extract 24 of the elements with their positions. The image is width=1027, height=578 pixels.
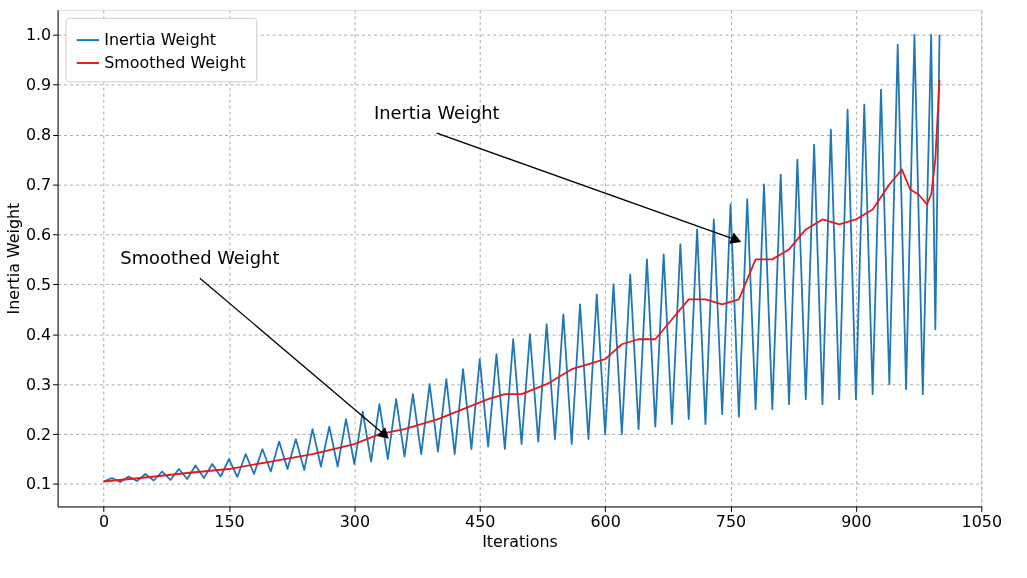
y-tick-label: 0.5: [25, 274, 52, 294]
y-axis-title: Inertia Weight: [3, 202, 23, 315]
y-tick-label: 0.6: [25, 224, 52, 244]
y-tick-label: 0.3: [25, 374, 52, 394]
x-axis-title: Iterations: [482, 531, 558, 551]
x-tick-label: 300: [339, 511, 371, 531]
y-tick-label: 0.4: [25, 324, 52, 344]
x-tick-label: 450: [465, 511, 496, 531]
y-tick-label: 0.7: [25, 174, 52, 194]
y-tick-label: 0.1: [25, 474, 52, 494]
y-tick-label: 0.2: [25, 424, 52, 444]
x-tick-label: 750: [715, 511, 747, 531]
y-tick-label: 1.0: [25, 25, 52, 45]
annotation: Inertia Weight: [373, 102, 500, 124]
legend-label: Inertia Weight: [104, 30, 217, 50]
y-tick-label: 0.9: [25, 75, 52, 95]
x-tick-label: 900: [841, 511, 872, 531]
x-tick-label: 0: [99, 511, 110, 531]
x-tick-label: 1050: [961, 511, 1003, 531]
x-tick-label: 600: [590, 511, 621, 531]
x-tick-label: 150: [214, 511, 245, 531]
legend-label: Smoothed Weight: [104, 52, 246, 72]
annotation: Smoothed Weight: [120, 247, 280, 269]
y-tick-label: 0.8: [25, 125, 52, 145]
